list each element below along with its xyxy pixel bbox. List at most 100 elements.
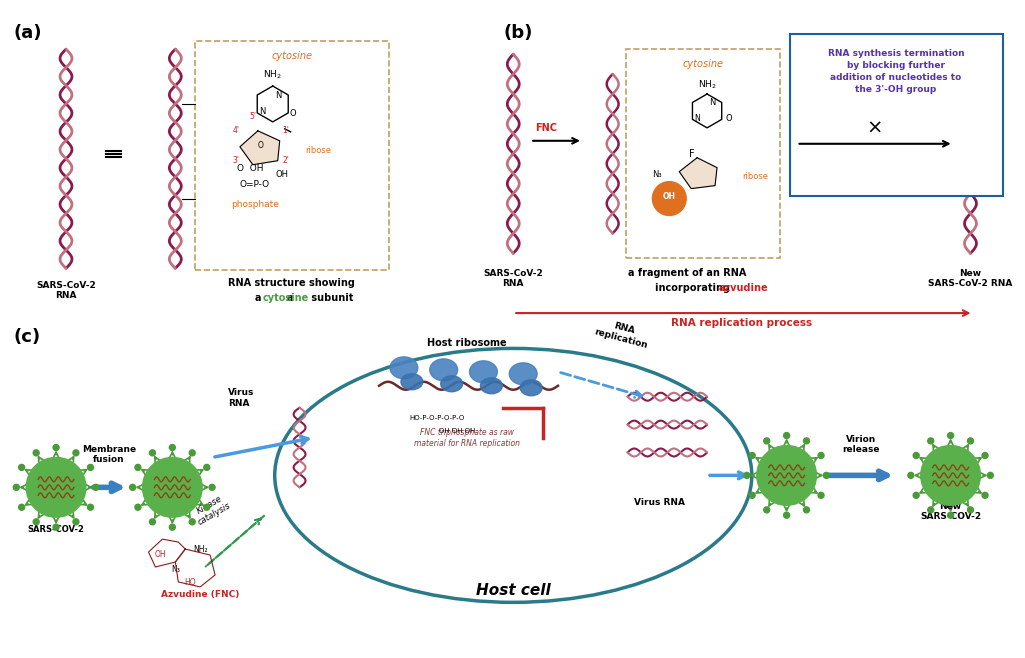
Circle shape — [135, 504, 140, 510]
Polygon shape — [240, 131, 280, 164]
Circle shape — [129, 484, 135, 490]
Circle shape — [13, 484, 19, 490]
Circle shape — [968, 507, 974, 513]
Text: N: N — [709, 98, 715, 107]
Text: ×: × — [866, 119, 883, 138]
Circle shape — [27, 457, 86, 517]
FancyBboxPatch shape — [789, 34, 1003, 195]
Text: ribose: ribose — [305, 146, 331, 155]
Circle shape — [982, 453, 988, 459]
Text: OH: OH — [155, 550, 166, 559]
Circle shape — [204, 504, 210, 510]
Ellipse shape — [391, 357, 418, 379]
Text: cytosine: cytosine — [272, 51, 313, 61]
Text: SARS-COV-2: SARS-COV-2 — [28, 525, 84, 534]
Circle shape — [818, 453, 824, 459]
Circle shape — [204, 465, 210, 470]
Circle shape — [744, 472, 750, 478]
Text: NH$_2$: NH$_2$ — [698, 78, 716, 91]
Circle shape — [804, 438, 810, 444]
Text: N₃: N₃ — [653, 170, 662, 178]
Circle shape — [928, 507, 934, 513]
Circle shape — [653, 182, 686, 215]
Text: FNC: FNC — [535, 123, 557, 133]
Circle shape — [150, 519, 156, 525]
Text: NH₂: NH₂ — [193, 545, 207, 554]
Circle shape — [948, 512, 953, 519]
Text: N: N — [276, 91, 282, 100]
Text: O: O — [289, 109, 296, 118]
FancyBboxPatch shape — [625, 49, 780, 259]
Text: RNA synthesis termination
by blocking further
addition of nucleotides to
the 3'-: RNA synthesis termination by blocking fu… — [827, 49, 965, 93]
Text: OH: OH — [663, 191, 675, 201]
Circle shape — [948, 432, 953, 438]
Text: New
SARS-COV-2: New SARS-COV-2 — [920, 502, 981, 521]
Circle shape — [53, 445, 59, 451]
Circle shape — [908, 472, 914, 478]
Text: (a): (a) — [13, 24, 42, 42]
Circle shape — [93, 484, 98, 490]
Circle shape — [142, 457, 202, 517]
Circle shape — [209, 484, 215, 490]
Text: N: N — [694, 114, 700, 123]
Text: Azvudine (FNC): Azvudine (FNC) — [161, 590, 240, 599]
Circle shape — [18, 504, 25, 510]
Circle shape — [928, 438, 934, 444]
Circle shape — [818, 492, 824, 498]
Text: NH$_2$: NH$_2$ — [263, 68, 282, 80]
Text: subunit: subunit — [308, 293, 353, 303]
Circle shape — [18, 465, 25, 470]
Circle shape — [987, 472, 993, 478]
Text: cytosine: cytosine — [682, 59, 723, 69]
Text: Virus
RNA: Virus RNA — [228, 388, 254, 408]
Text: 1': 1' — [282, 126, 289, 135]
Text: SARS-CoV-2
RNA: SARS-CoV-2 RNA — [36, 281, 96, 300]
Circle shape — [73, 450, 79, 456]
Text: HO-P-O-P-O-P-O: HO-P-O-P-O-P-O — [409, 415, 464, 420]
Circle shape — [150, 450, 156, 456]
Text: incorporating: incorporating — [655, 283, 734, 293]
Text: azvudine: azvudine — [719, 283, 769, 293]
Text: a: a — [287, 293, 296, 303]
Circle shape — [784, 512, 789, 519]
Circle shape — [913, 453, 919, 459]
Text: a: a — [255, 293, 264, 303]
Text: OH: OH — [275, 170, 288, 178]
Circle shape — [749, 492, 755, 498]
Circle shape — [53, 524, 59, 530]
Ellipse shape — [481, 378, 502, 393]
Ellipse shape — [275, 349, 751, 602]
Polygon shape — [680, 158, 718, 189]
Text: RNA
replication: RNA replication — [593, 317, 652, 350]
Text: Kinase
catalysis: Kinase catalysis — [192, 492, 233, 527]
Text: ribose: ribose — [742, 172, 768, 181]
Text: HO: HO — [184, 578, 196, 587]
Circle shape — [87, 465, 93, 470]
Ellipse shape — [401, 374, 423, 390]
Text: Host ribosome: Host ribosome — [426, 338, 506, 348]
Text: 5': 5' — [249, 112, 256, 121]
Circle shape — [764, 507, 770, 513]
Text: RNA replication process: RNA replication process — [671, 318, 813, 328]
Circle shape — [982, 492, 988, 498]
Text: OH OH OH: OH OH OH — [439, 428, 476, 434]
Text: RNA structure showing: RNA structure showing — [229, 278, 355, 288]
Text: SARS-CoV-2
RNA: SARS-CoV-2 RNA — [484, 268, 543, 288]
Text: O: O — [258, 141, 263, 150]
Circle shape — [920, 445, 981, 505]
FancyBboxPatch shape — [195, 41, 390, 270]
Circle shape — [135, 465, 140, 470]
Circle shape — [169, 524, 175, 530]
Ellipse shape — [429, 359, 457, 381]
Circle shape — [169, 445, 175, 451]
Text: cytosine: cytosine — [262, 293, 310, 303]
Text: N₃: N₃ — [171, 565, 179, 574]
Circle shape — [33, 519, 39, 525]
Text: 2': 2' — [282, 156, 289, 164]
Text: 3': 3' — [233, 156, 240, 164]
Text: O=P-O: O=P-O — [240, 180, 270, 189]
Circle shape — [804, 507, 810, 513]
Circle shape — [73, 519, 79, 525]
Text: N: N — [259, 107, 265, 116]
Circle shape — [87, 504, 93, 510]
